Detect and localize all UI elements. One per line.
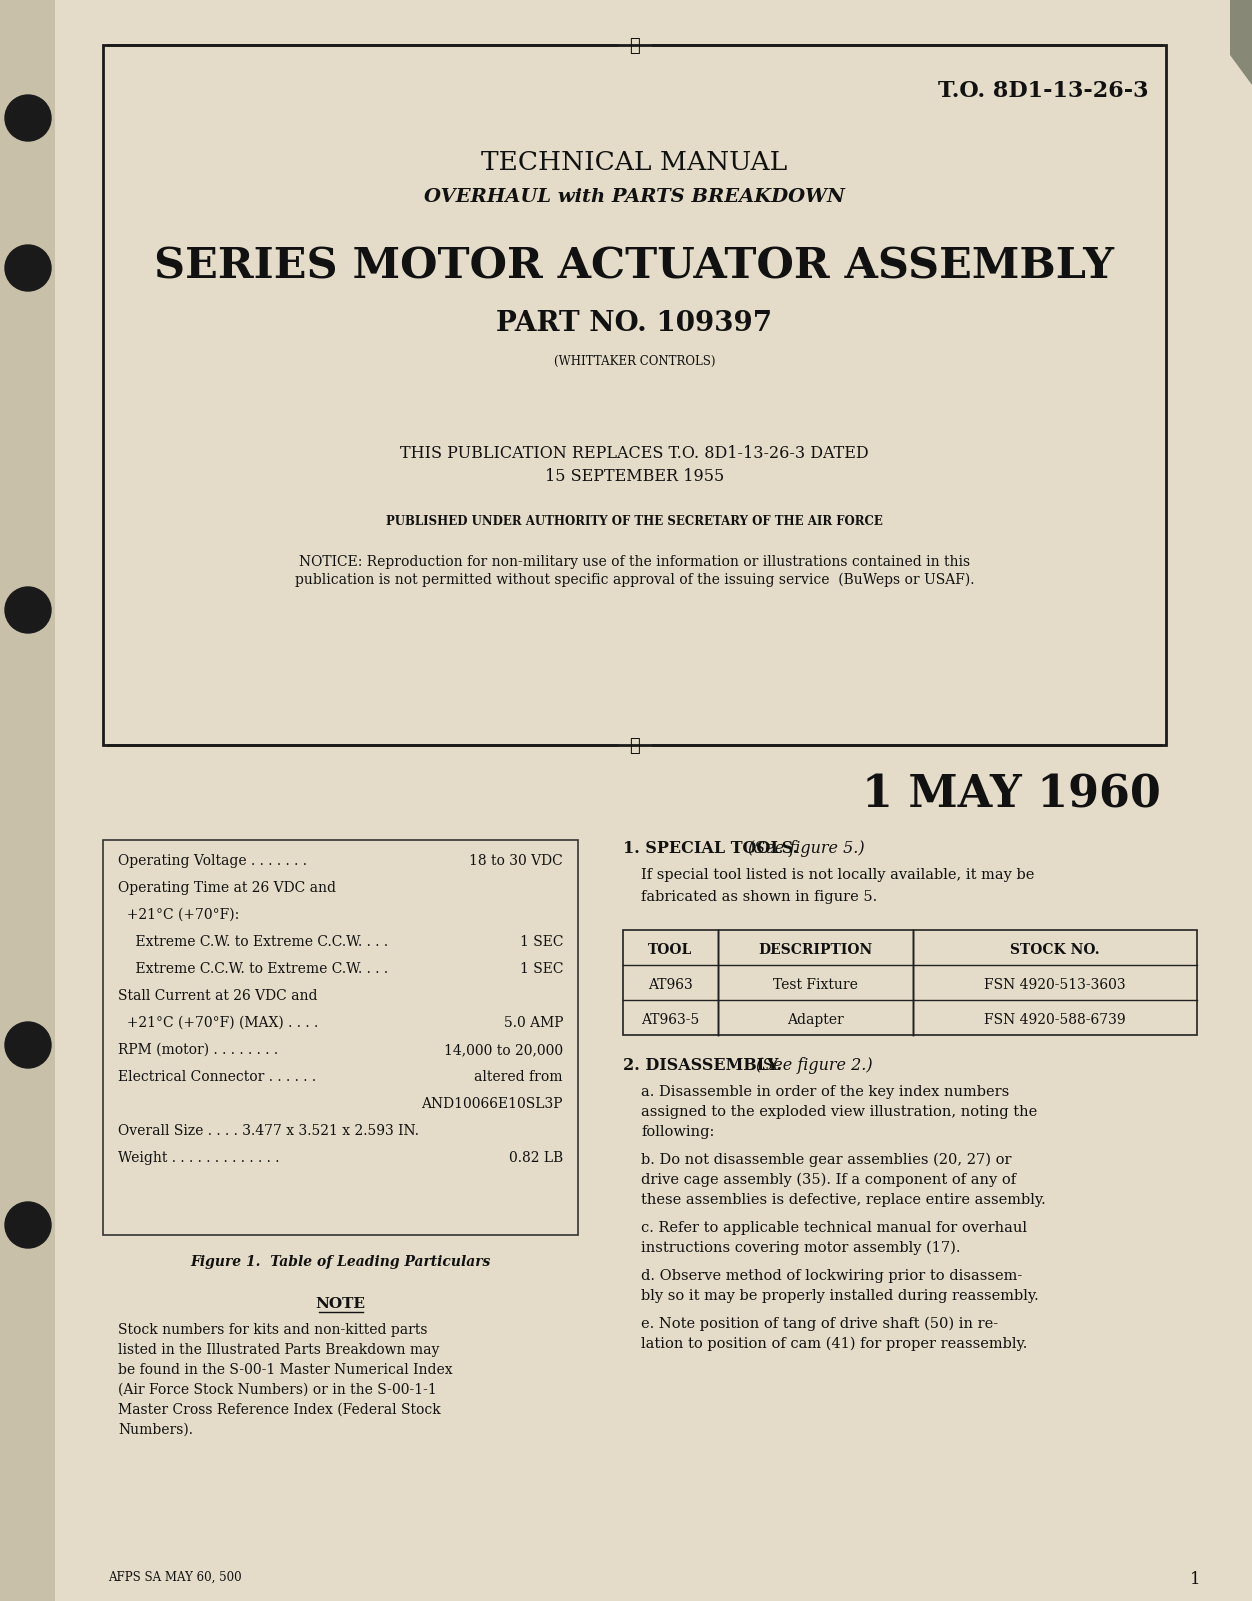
- Text: instructions covering motor assembly (17).: instructions covering motor assembly (17…: [641, 1241, 960, 1255]
- Circle shape: [5, 1202, 51, 1249]
- Circle shape: [5, 1021, 51, 1068]
- Text: bly so it may be properly installed during reassembly.: bly so it may be properly installed duri…: [641, 1289, 1039, 1303]
- Text: Electrical Connector . . . . . .: Electrical Connector . . . . . .: [118, 1069, 316, 1084]
- Text: fabricated as shown in figure 5.: fabricated as shown in figure 5.: [641, 890, 878, 905]
- Text: e. Note position of tang of drive shaft (50) in re-: e. Note position of tang of drive shaft …: [641, 1318, 998, 1332]
- Text: Operating Time at 26 VDC and: Operating Time at 26 VDC and: [118, 881, 336, 895]
- Text: T.O. 8D1-13-26-3: T.O. 8D1-13-26-3: [938, 80, 1148, 102]
- Bar: [0, 0, 55, 1601]
- Bar: [103, 841, 578, 1234]
- Text: FSN 4920-588-6739: FSN 4920-588-6739: [984, 1012, 1126, 1026]
- Text: Overall Size . . . . 3.477 x 3.521 x 2.593 IN.: Overall Size . . . . 3.477 x 3.521 x 2.5…: [118, 1124, 419, 1138]
- Text: If special tool listed is not locally available, it may be: If special tool listed is not locally av…: [641, 868, 1034, 882]
- Text: Extreme C.W. to Extreme C.C.W. . . .: Extreme C.W. to Extreme C.C.W. . . .: [118, 935, 388, 949]
- Text: (WHITTAKER CONTROLS): (WHITTAKER CONTROLS): [553, 355, 715, 368]
- Polygon shape: [1229, 0, 1252, 85]
- Circle shape: [5, 94, 51, 141]
- Text: +21°C (+70°F):: +21°C (+70°F):: [118, 908, 239, 922]
- Text: AT963: AT963: [649, 978, 692, 991]
- Text: Extreme C.C.W. to Extreme C.W. . . .: Extreme C.C.W. to Extreme C.W. . . .: [118, 962, 388, 977]
- Text: 1. SPECIAL TOOLS.: 1. SPECIAL TOOLS.: [623, 841, 798, 857]
- Text: b. Do not disassemble gear assemblies (20, 27) or: b. Do not disassemble gear assemblies (2…: [641, 1153, 1012, 1167]
- Text: PUBLISHED UNDER AUTHORITY OF THE SECRETARY OF THE AIR FORCE: PUBLISHED UNDER AUTHORITY OF THE SECRETA…: [386, 516, 883, 528]
- Text: drive cage assembly (35). If a component of any of: drive cage assembly (35). If a component…: [641, 1174, 1017, 1188]
- Text: (Air Force Stock Numbers) or in the S-00-1-1: (Air Force Stock Numbers) or in the S-00…: [118, 1383, 437, 1398]
- Text: 1: 1: [1189, 1571, 1201, 1588]
- Text: PART NO. 109397: PART NO. 109397: [497, 311, 772, 336]
- Text: d. Observe method of lockwiring prior to disassem-: d. Observe method of lockwiring prior to…: [641, 1270, 1022, 1282]
- Text: 18 to 30 VDC: 18 to 30 VDC: [470, 853, 563, 868]
- Bar: [623, 930, 1197, 1034]
- Text: NOTE: NOTE: [316, 1297, 366, 1311]
- Text: be found in the S-00-1 Master Numerical Index: be found in the S-00-1 Master Numerical …: [118, 1362, 453, 1377]
- Text: 1 MAY 1960: 1 MAY 1960: [863, 773, 1161, 817]
- Text: altered from: altered from: [475, 1069, 563, 1084]
- Text: (See figure 2.): (See figure 2.): [756, 1057, 873, 1074]
- Bar: [103, 45, 1166, 744]
- Text: assigned to the exploded view illustration, noting the: assigned to the exploded view illustrati…: [641, 1105, 1037, 1119]
- Text: STOCK NO.: STOCK NO.: [1010, 943, 1099, 956]
- Text: c. Refer to applicable technical manual for overhaul: c. Refer to applicable technical manual …: [641, 1222, 1027, 1234]
- Text: (See figure 5.): (See figure 5.): [747, 841, 865, 857]
- Text: ★: ★: [629, 37, 640, 54]
- Text: 0.82 LB: 0.82 LB: [508, 1151, 563, 1166]
- Text: Operating Voltage . . . . . . .: Operating Voltage . . . . . . .: [118, 853, 307, 868]
- Text: 15 SEPTEMBER 1955: 15 SEPTEMBER 1955: [545, 467, 724, 485]
- Text: OVERHAUL with PARTS BREAKDOWN: OVERHAUL with PARTS BREAKDOWN: [424, 187, 845, 207]
- Text: publication is not permitted without specific approval of the issuing service  (: publication is not permitted without spe…: [294, 573, 974, 588]
- Text: these assemblies is defective, replace entire assembly.: these assemblies is defective, replace e…: [641, 1193, 1045, 1207]
- Text: 1 SEC: 1 SEC: [520, 962, 563, 977]
- Text: Stock numbers for kits and non-kitted parts: Stock numbers for kits and non-kitted pa…: [118, 1322, 427, 1337]
- Text: +21°C (+70°F) (MAX) . . . .: +21°C (+70°F) (MAX) . . . .: [118, 1017, 318, 1029]
- Text: Adapter: Adapter: [788, 1012, 844, 1026]
- Text: Stall Current at 26 VDC and: Stall Current at 26 VDC and: [118, 989, 318, 1002]
- Text: AFPS SA MAY 60, 500: AFPS SA MAY 60, 500: [108, 1571, 242, 1583]
- Text: following:: following:: [641, 1126, 715, 1138]
- Text: Master Cross Reference Index (Federal Stock: Master Cross Reference Index (Federal St…: [118, 1402, 441, 1417]
- Text: THIS PUBLICATION REPLACES T.O. 8D1-13-26-3 DATED: THIS PUBLICATION REPLACES T.O. 8D1-13-26…: [401, 445, 869, 463]
- Text: 5.0 AMP: 5.0 AMP: [503, 1017, 563, 1029]
- Text: AND10066E10SL3P: AND10066E10SL3P: [422, 1097, 563, 1111]
- Text: TOOL: TOOL: [649, 943, 692, 956]
- Text: 1 SEC: 1 SEC: [520, 935, 563, 949]
- Text: Weight . . . . . . . . . . . . .: Weight . . . . . . . . . . . . .: [118, 1151, 279, 1166]
- Circle shape: [5, 245, 51, 291]
- Text: a. Disassemble in order of the key index numbers: a. Disassemble in order of the key index…: [641, 1085, 1009, 1098]
- Circle shape: [5, 588, 51, 632]
- Text: RPM (motor) . . . . . . . .: RPM (motor) . . . . . . . .: [118, 1042, 278, 1057]
- Text: SERIES MOTOR ACTUATOR ASSEMBLY: SERIES MOTOR ACTUATOR ASSEMBLY: [154, 245, 1114, 287]
- Text: Figure 1.  Table of Leading Particulars: Figure 1. Table of Leading Particulars: [190, 1255, 491, 1270]
- Text: 14,000 to 20,000: 14,000 to 20,000: [444, 1042, 563, 1057]
- Text: lation to position of cam (41) for proper reassembly.: lation to position of cam (41) for prope…: [641, 1337, 1028, 1351]
- Text: listed in the Illustrated Parts Breakdown may: listed in the Illustrated Parts Breakdow…: [118, 1343, 439, 1358]
- Text: Numbers).: Numbers).: [118, 1423, 193, 1438]
- Text: ★: ★: [629, 736, 640, 756]
- Text: FSN 4920-513-3603: FSN 4920-513-3603: [984, 978, 1126, 991]
- Text: TECHNICAL MANUAL: TECHNICAL MANUAL: [481, 150, 788, 175]
- Text: DESCRIPTION: DESCRIPTION: [759, 943, 873, 956]
- Text: Test Fixture: Test Fixture: [772, 978, 858, 991]
- Text: 2. DISASSEMBLY.: 2. DISASSEMBLY.: [623, 1057, 782, 1074]
- Text: AT963-5: AT963-5: [641, 1012, 700, 1026]
- Text: NOTICE: Reproduction for non-military use of the information or illustrations co: NOTICE: Reproduction for non-military us…: [299, 556, 970, 568]
